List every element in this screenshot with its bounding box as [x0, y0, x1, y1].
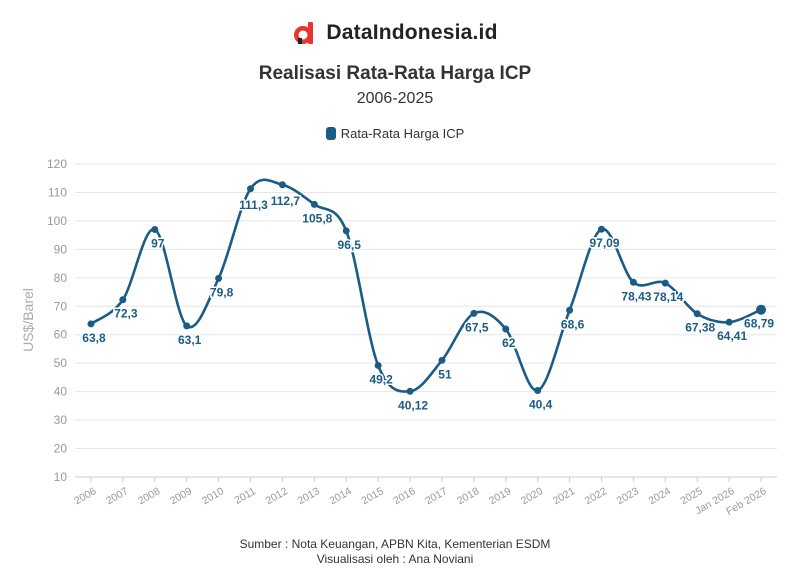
x-tick-label: 2006 — [72, 485, 98, 507]
x-tick-label: 2022 — [583, 485, 609, 507]
data-label: 68,79 — [744, 317, 774, 331]
data-label: 78,14 — [653, 290, 683, 304]
data-label: 49,2 — [369, 372, 393, 386]
data-point[interactable] — [470, 309, 478, 317]
x-tick-label: 2020 — [519, 485, 545, 507]
x-tick-label: 2019 — [487, 485, 513, 507]
data-point[interactable] — [693, 310, 701, 318]
grid-layer — [75, 163, 777, 478]
data-label: 68,6 — [561, 317, 585, 331]
data-point[interactable] — [756, 304, 767, 315]
data-point[interactable] — [151, 225, 159, 233]
data-label: 78,43 — [621, 289, 651, 303]
data-label: 40,4 — [529, 397, 553, 411]
data-point[interactable] — [661, 279, 669, 287]
y-tick-label: 30 — [54, 413, 68, 427]
y-tick-label: 70 — [54, 299, 68, 313]
data-label: 72,3 — [114, 307, 138, 321]
data-point[interactable] — [438, 356, 446, 364]
source-note: Sumber : Nota Keuangan, APBN Kita, Kemen… — [239, 537, 551, 551]
brand-name: DataIndonesia.id — [326, 21, 498, 44]
data-point[interactable] — [87, 320, 95, 328]
x-tick-label: 2008 — [136, 485, 162, 507]
y-tick-label: 40 — [54, 385, 68, 399]
y-tick-label: 50 — [54, 356, 68, 370]
data-point[interactable] — [342, 227, 350, 235]
axis-layer: 10 20 30 40 50 60 70 80 90 100 110 120 2006 2007 2008 2… — [47, 157, 769, 518]
chart-legend[interactable]: Rata-Rata Harga ICP — [0, 126, 790, 141]
x-tick-label: 2016 — [391, 485, 417, 507]
data-label: 67,38 — [685, 321, 715, 335]
data-label: 97,09 — [589, 236, 619, 250]
data-point[interactable] — [215, 274, 223, 282]
data-label: 67,5 — [465, 320, 489, 334]
data-point[interactable] — [183, 322, 191, 330]
data-point[interactable] — [119, 296, 127, 304]
chart-title: Realisasi Rata-Rata Harga ICP — [258, 63, 532, 84]
y-tick-label: 110 — [48, 185, 67, 199]
y-axis-title: US$/Barel — [20, 288, 36, 352]
data-label: 64,41 — [717, 329, 747, 343]
data-label: 97 — [151, 236, 165, 250]
x-tick-label: 2010 — [200, 485, 226, 507]
legend-label: Rata-Rata Harga ICP — [340, 126, 465, 141]
y-tick-label: 10 — [54, 470, 68, 484]
x-tick-label: 2021 — [551, 485, 577, 507]
x-tick-label: 2023 — [615, 485, 641, 507]
data-point[interactable] — [406, 387, 414, 395]
data-point[interactable] — [374, 361, 382, 369]
y-tick-label: 80 — [54, 271, 68, 285]
x-tick-label: 2007 — [104, 485, 130, 507]
data-point[interactable] — [310, 200, 318, 208]
data-point[interactable] — [534, 386, 542, 394]
series-line — [90, 178, 762, 393]
data-label: 62 — [502, 336, 516, 350]
data-point[interactable] — [598, 225, 605, 233]
data-label: 111,3 — [239, 198, 268, 212]
data-point[interactable] — [502, 325, 510, 333]
y-tick-label: 60 — [54, 328, 68, 342]
chart-subtitle: 2006-2025 — [356, 90, 434, 107]
data-label: 79,8 — [210, 285, 234, 299]
y-tick-label: 120 — [47, 157, 67, 171]
data-point[interactable] — [247, 185, 254, 193]
dataindonesia-logo-icon — [294, 22, 314, 44]
x-tick-label: 2014 — [327, 485, 353, 507]
legend-swatch — [325, 127, 336, 140]
data-label: 51 — [438, 367, 452, 381]
x-tick-label: 2015 — [359, 485, 385, 507]
data-label: 40,12 — [398, 398, 428, 412]
data-label: 96,5 — [338, 238, 362, 252]
data-label: 63,8 — [82, 331, 106, 345]
y-tick-label: 20 — [54, 442, 68, 456]
x-tick-label: 2024 — [647, 485, 673, 507]
data-point[interactable] — [566, 306, 574, 314]
data-label: 63,1 — [178, 333, 202, 347]
x-tick-label: 2012 — [264, 485, 290, 507]
y-tick-label: 100 — [47, 214, 67, 228]
point-layer — [87, 181, 767, 395]
x-tick-label: 2017 — [423, 485, 449, 507]
data-label: 105,8 — [302, 211, 332, 225]
data-point[interactable] — [278, 181, 286, 189]
data-point[interactable] — [629, 278, 637, 286]
x-tick-label: 2011 — [232, 485, 258, 507]
x-tick-label: 2018 — [455, 485, 481, 507]
y-tick-label: 90 — [54, 242, 68, 256]
data-label: 112,7 — [271, 194, 301, 208]
x-tick-label: 2009 — [168, 485, 194, 507]
data-point[interactable] — [725, 318, 733, 326]
x-tick-label: 2013 — [296, 485, 322, 507]
visualization-credit: Visualisasi oleh : Ana Noviani — [316, 552, 474, 566]
brand-header: DataIndonesia.id — [0, 20, 790, 46]
